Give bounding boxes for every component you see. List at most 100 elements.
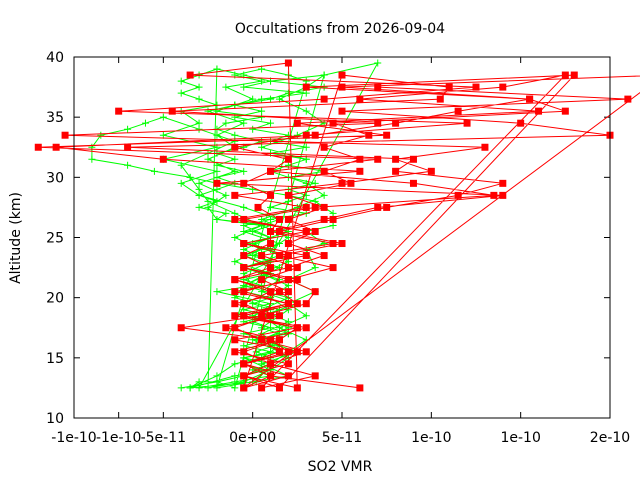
data-point-plus <box>240 354 248 362</box>
data-point-square <box>258 252 266 260</box>
y-tick-label: 25 <box>46 231 64 247</box>
data-point-square <box>570 71 578 79</box>
data-point-square <box>329 240 337 248</box>
x-tick-label: 1e-10 <box>500 430 540 446</box>
data-point-square <box>293 384 301 392</box>
data-point-square <box>320 215 328 223</box>
data-point-plus <box>240 342 248 350</box>
data-point-square <box>275 348 283 356</box>
data-point-square <box>275 227 283 235</box>
data-point-square <box>267 191 275 199</box>
data-point-plus <box>213 378 221 386</box>
data-point-square <box>311 372 319 380</box>
data-point-square <box>302 324 310 332</box>
data-point-square <box>284 348 292 356</box>
data-point-plus <box>258 77 266 85</box>
data-point-plus <box>249 252 257 260</box>
data-point-plus <box>231 167 239 175</box>
data-point-square <box>231 288 239 296</box>
data-point-plus <box>177 161 185 169</box>
data-point-square <box>168 107 176 115</box>
data-point-plus <box>177 384 185 392</box>
data-point-square <box>499 179 507 187</box>
data-point-plus <box>231 155 239 163</box>
data-point-plus <box>159 113 167 121</box>
data-point-plus <box>222 83 230 91</box>
data-point-plus <box>329 209 337 217</box>
data-point-square <box>427 167 435 175</box>
data-point-square <box>284 372 292 380</box>
data-point-square <box>284 276 292 284</box>
data-point-square <box>383 131 391 139</box>
data-point-square <box>240 384 248 392</box>
ticks-layer: -1e-10 -1e-10 -5e-11 0e+00 5e-11 1e-10 1e-10 2e… <box>46 50 630 446</box>
data-point-square <box>356 167 364 175</box>
data-point-square <box>275 215 283 223</box>
data-point-plus <box>213 197 221 205</box>
data-point-plus <box>293 203 301 211</box>
data-point-square <box>320 143 328 151</box>
data-point-plus <box>302 312 310 320</box>
data-point-square <box>275 252 283 260</box>
data-point-square <box>284 300 292 308</box>
data-point-square <box>240 240 248 248</box>
data-point-plus <box>195 119 203 127</box>
data-point-square <box>254 203 262 211</box>
data-point-plus <box>222 191 230 199</box>
data-point-square <box>231 336 239 344</box>
data-point-square <box>284 155 292 163</box>
data-point-plus <box>275 240 283 248</box>
data-point-plus <box>195 83 203 91</box>
data-point-plus <box>267 95 275 103</box>
data-point-square <box>231 312 239 320</box>
data-point-plus <box>231 378 239 386</box>
data-point-square <box>284 215 292 223</box>
data-point-square <box>526 95 534 103</box>
data-point-square <box>356 155 364 163</box>
data-point-square <box>365 131 373 139</box>
data-point-square <box>302 348 310 356</box>
data-point-plus <box>177 89 185 97</box>
data-point-square <box>124 143 132 151</box>
data-point-plus <box>177 179 185 187</box>
data-point-square <box>499 83 507 91</box>
series-line <box>38 62 640 389</box>
data-point-square <box>177 324 185 332</box>
y-tick-label: 35 <box>46 110 64 126</box>
data-point-plus <box>240 119 248 127</box>
data-point-plus <box>213 384 221 392</box>
data-point-plus <box>186 173 194 181</box>
data-point-square <box>231 143 239 151</box>
data-point-square <box>115 107 123 115</box>
data-point-square <box>311 288 319 296</box>
data-point-square <box>302 203 310 211</box>
data-point-plus <box>222 209 230 217</box>
data-point-square <box>293 300 301 308</box>
data-point-plus <box>124 161 132 169</box>
data-point-plus <box>302 77 310 85</box>
data-point-plus <box>195 125 203 133</box>
data-point-plus <box>213 372 221 380</box>
data-point-plus <box>231 131 239 139</box>
data-point-plus <box>302 89 310 97</box>
data-point-plus <box>204 203 212 211</box>
data-point-plus <box>240 282 248 290</box>
data-point-square <box>293 276 301 284</box>
data-point-square <box>231 348 239 356</box>
data-point-plus <box>302 179 310 187</box>
y-tick-label: 15 <box>46 351 64 367</box>
data-point-plus <box>240 246 248 254</box>
data-point-plus <box>231 384 239 392</box>
data-point-square <box>231 215 239 223</box>
data-point-square <box>320 167 328 175</box>
data-point-plus <box>213 173 221 181</box>
data-point-square <box>392 119 400 127</box>
data-point-plus <box>213 131 221 139</box>
data-point-plus <box>195 179 203 187</box>
data-point-square <box>231 300 239 308</box>
data-point-plus <box>258 113 266 121</box>
x-axis-label: SO2 VMR <box>308 459 373 475</box>
